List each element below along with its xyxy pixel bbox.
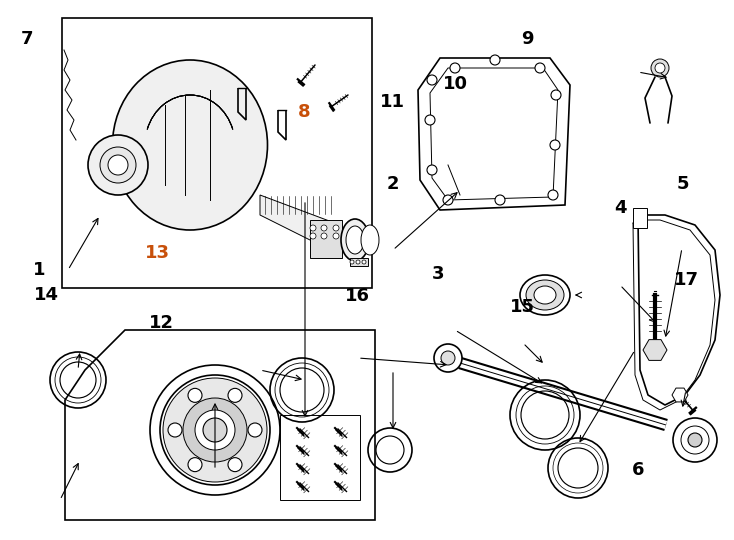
Bar (280, 415, 360, 500)
Ellipse shape (112, 60, 267, 230)
Text: 2: 2 (386, 174, 399, 193)
Circle shape (188, 457, 202, 471)
Text: 3: 3 (432, 265, 445, 284)
Circle shape (495, 195, 505, 205)
Circle shape (100, 147, 136, 183)
Circle shape (651, 59, 669, 77)
Circle shape (163, 378, 267, 482)
Circle shape (203, 418, 227, 442)
Circle shape (550, 140, 560, 150)
Circle shape (108, 155, 128, 175)
Text: 17: 17 (674, 271, 699, 289)
Circle shape (362, 260, 366, 264)
Polygon shape (65, 330, 375, 520)
Circle shape (188, 388, 202, 402)
Text: 7: 7 (21, 30, 34, 48)
Circle shape (443, 195, 453, 205)
Text: 1: 1 (32, 261, 46, 279)
Polygon shape (418, 58, 570, 210)
Ellipse shape (361, 225, 379, 255)
Circle shape (356, 260, 360, 264)
Bar (633, 208, 647, 228)
Circle shape (168, 423, 182, 437)
Text: 5: 5 (676, 174, 689, 193)
Circle shape (228, 457, 242, 471)
Bar (350, 258, 368, 266)
Circle shape (490, 55, 500, 65)
Polygon shape (430, 68, 558, 200)
Text: 14: 14 (34, 286, 59, 305)
Circle shape (228, 388, 242, 402)
Circle shape (248, 423, 262, 437)
Circle shape (450, 63, 460, 73)
Text: 16: 16 (345, 287, 370, 305)
Ellipse shape (341, 219, 369, 261)
Ellipse shape (346, 226, 364, 254)
Circle shape (310, 233, 316, 239)
Ellipse shape (526, 280, 564, 310)
Circle shape (321, 225, 327, 231)
Circle shape (548, 190, 558, 200)
Text: 8: 8 (298, 103, 311, 122)
Circle shape (88, 135, 148, 195)
Text: 13: 13 (145, 244, 170, 262)
Circle shape (310, 225, 316, 231)
Circle shape (333, 233, 339, 239)
Circle shape (688, 433, 702, 447)
Circle shape (425, 115, 435, 125)
Circle shape (434, 344, 462, 372)
Ellipse shape (520, 275, 570, 315)
Text: 4: 4 (614, 199, 627, 217)
Bar (62, 18, 372, 288)
Circle shape (655, 63, 665, 73)
Text: 9: 9 (520, 30, 534, 48)
Circle shape (427, 75, 437, 85)
Circle shape (551, 90, 561, 100)
Ellipse shape (534, 286, 556, 304)
Circle shape (333, 225, 339, 231)
Circle shape (535, 63, 545, 73)
Text: 10: 10 (443, 75, 468, 93)
Circle shape (321, 233, 327, 239)
Text: 11: 11 (380, 92, 405, 111)
Circle shape (673, 418, 717, 462)
Circle shape (441, 351, 455, 365)
Text: 6: 6 (632, 461, 645, 479)
Circle shape (427, 165, 437, 175)
Polygon shape (260, 195, 340, 255)
Circle shape (350, 260, 354, 264)
Circle shape (183, 398, 247, 462)
Circle shape (195, 410, 235, 450)
Text: 12: 12 (149, 314, 174, 332)
Text: 15: 15 (510, 298, 535, 316)
Bar (310, 220, 342, 258)
